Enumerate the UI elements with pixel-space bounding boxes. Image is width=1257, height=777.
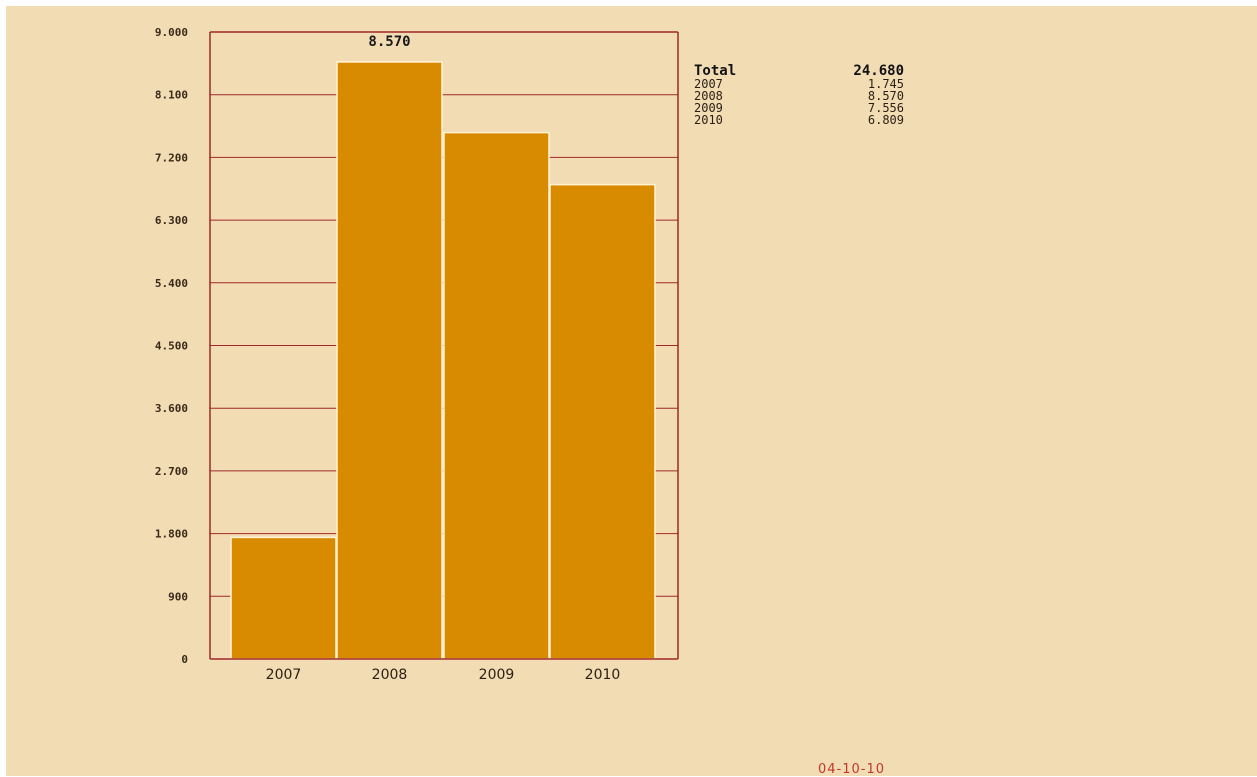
legend-value: 8.570 <box>867 89 904 103</box>
y-tick-label: 5.400 <box>155 277 188 290</box>
x-tick-label: 2007 <box>266 667 302 683</box>
legend-value: 7.556 <box>867 101 904 115</box>
y-tick-label: 9.000 <box>155 26 188 39</box>
legend-label: 2009 <box>694 101 723 115</box>
y-tick-label: 1.800 <box>155 528 188 541</box>
y-tick-label: 900 <box>168 590 188 603</box>
legend-row-2010: 2010 6.809 <box>694 114 904 126</box>
x-tick-label: 2009 <box>479 667 515 683</box>
legend-label: 2010 <box>694 113 723 127</box>
x-tick-label: 2008 <box>372 667 408 683</box>
legend-row-2008: 2008 8.570 <box>694 90 904 102</box>
x-tick-label: 2010 <box>585 667 621 683</box>
legend-value: 1.745 <box>867 77 904 91</box>
legend-value: 6.809 <box>867 113 904 127</box>
peak-value-label: 8.570 <box>368 34 410 50</box>
y-tick-label: 3.600 <box>155 402 188 415</box>
date-stamp: 04-10-10 <box>818 762 886 777</box>
y-tick-label: 2.700 <box>155 465 188 478</box>
legend-row-2007: 2007 1.745 <box>694 78 904 90</box>
legend-row-2009: 2009 7.556 <box>694 102 904 114</box>
y-tick-label: 4.500 <box>155 340 188 353</box>
legend-total-label: Total <box>694 63 737 79</box>
legend-total-value: 24.680 <box>853 63 904 79</box>
legend-label: 2007 <box>694 77 723 91</box>
chart-legend: Total 24.680 2007 1.745 2008 8.570 2009 … <box>694 64 914 126</box>
chart-canvas: 0 900 1.800 2.700 3.600 4.500 5.400 6.300 7.200 8… <box>6 6 1257 777</box>
y-tick-label: 0 <box>181 653 188 666</box>
y-tick-label: 8.100 <box>155 89 188 102</box>
legend-label: 2008 <box>694 89 723 103</box>
legend-total-row: Total 24.680 <box>694 64 904 78</box>
y-tick-label: 7.200 <box>155 151 188 164</box>
y-tick-label: 6.300 <box>155 214 188 227</box>
bar-2009 <box>443 131 550 660</box>
bar-2010 <box>549 183 656 660</box>
bar-2007 <box>230 536 337 660</box>
bar-2008 <box>336 61 443 660</box>
bar-chart: 0 900 1.800 2.700 3.600 4.500 5.400 6.300 7.200 8… <box>155 26 679 683</box>
